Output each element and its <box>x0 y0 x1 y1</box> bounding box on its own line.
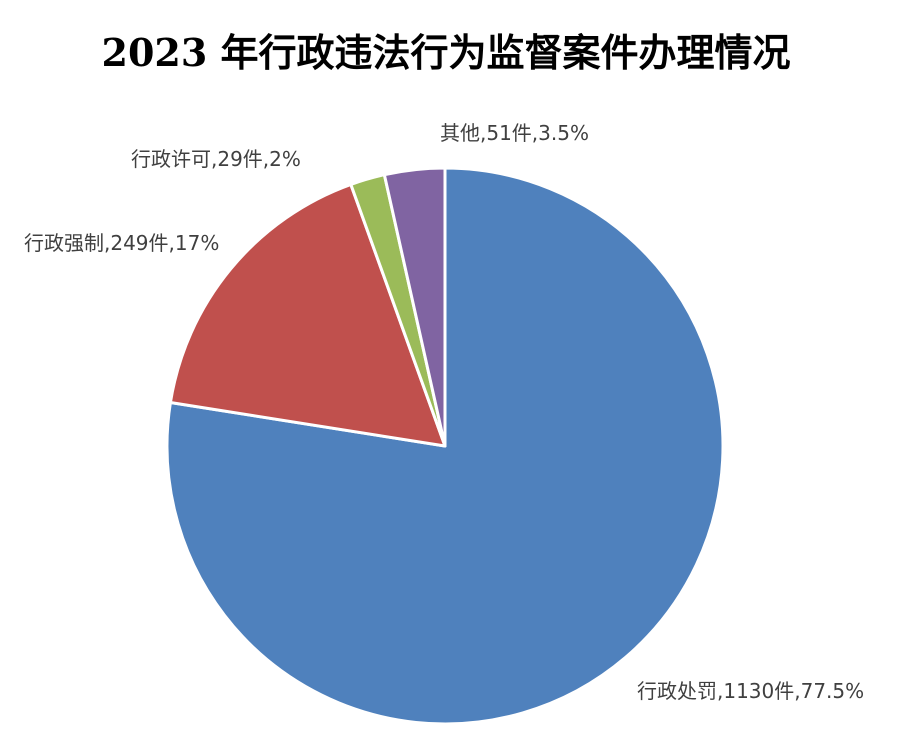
chart-title: 2023 年行政违法行为监督案件办理情况 <box>102 30 791 75</box>
slice-label: 行政强制,249件,17% <box>24 231 219 255</box>
pie-slice <box>165 166 725 726</box>
pie-slices <box>165 166 725 726</box>
pie-slice <box>382 166 447 448</box>
slice-label: 行政处罚,1130件,77.5% <box>637 679 864 703</box>
pie-labels: 行政处罚,1130件,77.5% 行政强制,249件,17% 行政许可,29件,2%… <box>24 121 864 703</box>
slice-label: 其他,51件,3.5% <box>440 121 589 145</box>
slice-label: 行政许可,29件,2% <box>131 147 301 171</box>
pie-slice <box>168 182 447 448</box>
